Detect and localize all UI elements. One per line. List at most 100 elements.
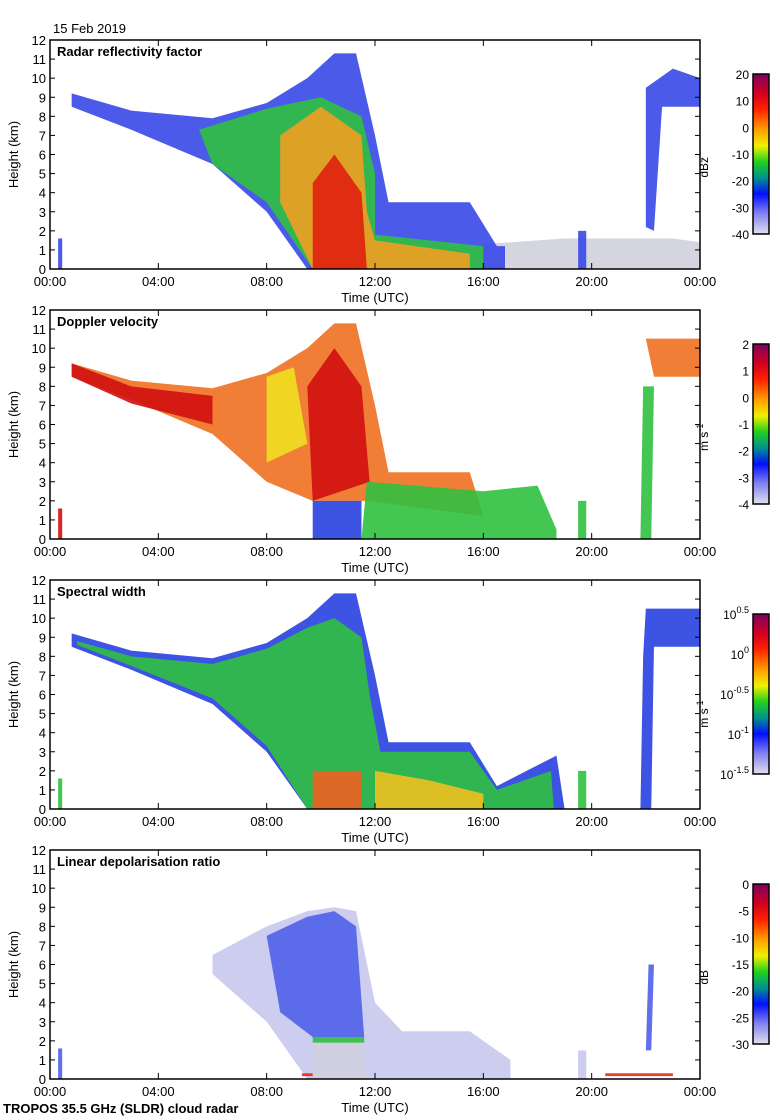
y-tick-label: 6 <box>39 688 46 703</box>
echo-region <box>361 481 557 539</box>
echo-region <box>578 770 587 809</box>
tick-base: 10 <box>723 608 737 622</box>
y-tick-label: 11 <box>33 862 47 877</box>
x-tick-label: 00:00 <box>34 274 67 289</box>
colorbar-tick-label: 10-1 <box>728 725 749 742</box>
colorbar <box>752 883 770 1045</box>
y-tick-label: 9 <box>39 90 46 105</box>
y-tick-label: 6 <box>39 148 46 163</box>
y-tick-label: 3 <box>39 475 46 490</box>
echo-region <box>58 238 63 269</box>
y-tick-label: 12 <box>32 843 46 858</box>
colorbar-tick-label: -20 <box>732 175 750 189</box>
tick-base: 10 <box>720 768 734 782</box>
colorbar-tick-label: 1 <box>742 365 749 379</box>
echo-region <box>578 230 587 269</box>
colorbar-tick-label: -15 <box>732 958 750 972</box>
unit: dBz <box>697 157 711 178</box>
colorbar-tick-label: -10 <box>732 931 750 945</box>
y-tick-label: 3 <box>39 1015 46 1030</box>
x-tick-label: 00:00 <box>684 1084 717 1099</box>
unit: dB <box>697 970 711 985</box>
echo-region <box>312 770 362 809</box>
date-label: 15 Feb 2019 <box>53 21 126 36</box>
colorbar-label: dBz <box>697 157 711 178</box>
colorbar-tick-label: 0 <box>742 878 749 892</box>
colorbar <box>752 343 770 505</box>
panel-title: Linear depolarisation ratio <box>57 854 220 869</box>
y-tick-label: 12 <box>32 33 46 48</box>
x-tick-label: 04:00 <box>142 814 175 829</box>
x-tick-label: 08:00 <box>250 1084 283 1099</box>
unit: m s <box>697 432 711 451</box>
colorbar-tick-label: -3 <box>738 471 749 485</box>
y-tick-label: 4 <box>39 996 46 1011</box>
x-tick-label: 12:00 <box>359 544 392 559</box>
colorbar-tick-label: -10 <box>732 148 750 162</box>
tick-base: 10 <box>731 648 745 662</box>
colorbar-tick-label: 100.5 <box>723 605 749 622</box>
colorbar-label: m s-1 <box>695 424 711 451</box>
x-tick-label: 12:00 <box>359 814 392 829</box>
x-tick-label: 04:00 <box>142 274 175 289</box>
y-tick-label: 12 <box>32 303 46 318</box>
y-tick-label: 10 <box>32 611 46 626</box>
y-tick-label: 9 <box>39 630 46 645</box>
echo-region <box>58 508 63 539</box>
colorbar-label: m s-1 <box>695 700 711 727</box>
y-tick-label: 5 <box>39 167 46 182</box>
x-tick-label: 20:00 <box>575 1084 608 1099</box>
y-tick-label: 0 <box>39 1072 46 1087</box>
echo-region <box>307 348 370 501</box>
echo-region <box>266 911 365 1038</box>
echo-region <box>77 618 554 809</box>
echo-region <box>71 363 213 425</box>
y-axis-label: Height (km) <box>6 931 21 998</box>
echo-region <box>578 500 587 539</box>
unit: m s <box>697 708 711 727</box>
y-tick-label: 0 <box>39 532 46 547</box>
echo-region <box>266 367 308 463</box>
echo-region <box>483 238 700 269</box>
y-tick-label: 10 <box>32 881 46 896</box>
panel-title: Spectral width <box>57 584 146 599</box>
y-tick-label: 10 <box>32 71 46 86</box>
x-axis-label: Time (UTC) <box>341 830 408 845</box>
y-tick-label: 5 <box>39 977 46 992</box>
y-tick-label: 12 <box>32 573 46 588</box>
x-tick-label: 08:00 <box>250 274 283 289</box>
y-tick-label: 11 <box>33 592 47 607</box>
data-layer <box>58 53 700 269</box>
x-tick-label: 04:00 <box>142 1084 175 1099</box>
tick-exponent: 0 <box>744 645 749 655</box>
x-tick-label: 00:00 <box>684 274 717 289</box>
colorbar-tick-label: -30 <box>732 1038 750 1052</box>
colorbar-tick-label: 10-1.5 <box>720 765 749 782</box>
echo-region <box>578 1050 587 1079</box>
x-tick-label: 12:00 <box>359 274 392 289</box>
colorbar-label: dB <box>697 970 711 985</box>
y-tick-label: 0 <box>39 802 46 817</box>
tick-exponent: -1.5 <box>733 765 749 775</box>
x-tick-label: 20:00 <box>575 814 608 829</box>
y-tick-label: 6 <box>39 958 46 973</box>
y-tick-label: 4 <box>39 726 46 741</box>
colorbar-tick-label: 0 <box>742 121 749 135</box>
y-tick-label: 2 <box>39 1034 46 1049</box>
echo-region <box>301 1073 313 1077</box>
y-tick-label: 8 <box>39 109 46 124</box>
x-tick-label: 20:00 <box>575 274 608 289</box>
colorbar <box>752 73 770 235</box>
echo-region <box>312 1037 365 1043</box>
y-tick-label: 7 <box>39 668 46 683</box>
y-tick-label: 8 <box>39 649 46 664</box>
y-tick-label: 10 <box>32 341 46 356</box>
colorbar-tick-label: 2 <box>742 338 749 352</box>
colorbar-tick-label: -5 <box>738 905 749 919</box>
tick-base: 10 <box>728 728 742 742</box>
y-tick-label: 4 <box>39 186 46 201</box>
y-tick-label: 5 <box>39 437 46 452</box>
